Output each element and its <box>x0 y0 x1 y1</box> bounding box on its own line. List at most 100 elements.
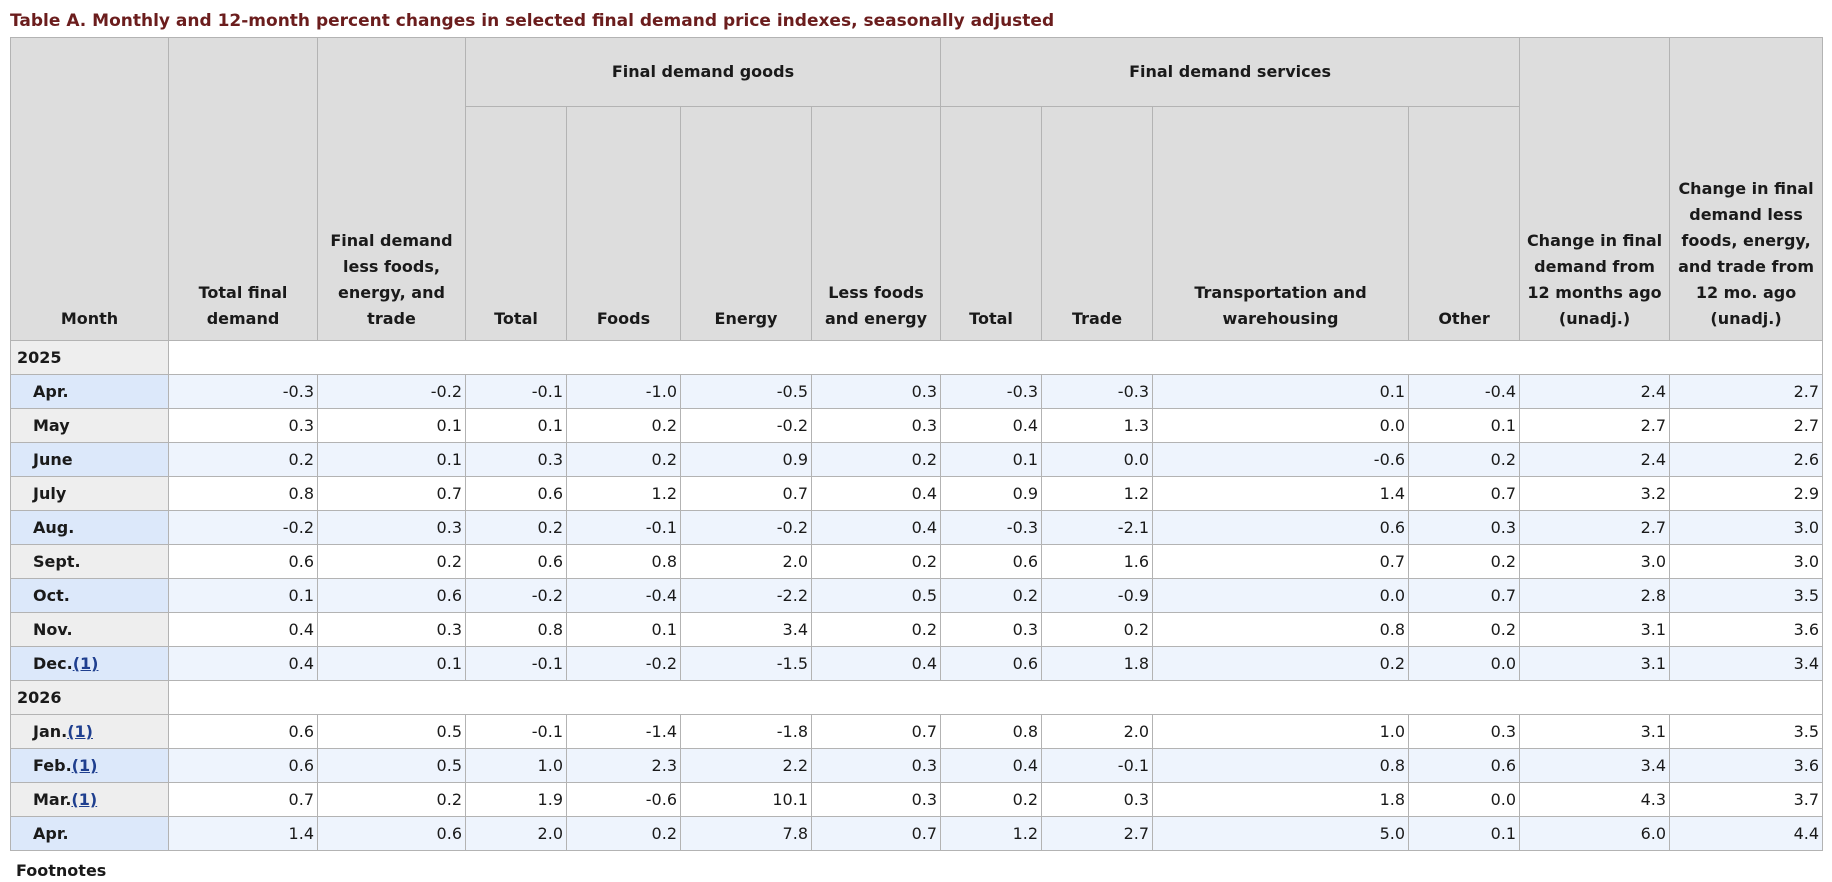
month-label: Aug. <box>33 518 75 537</box>
month-cell: Feb.(1) <box>10 748 169 783</box>
value-cell: 0.0 <box>1408 782 1521 817</box>
year-label: 2026 <box>10 680 169 715</box>
table-row: Oct. 0.1 0.6 -0.2 -0.4 -2.2 0.5 0.2 -0.9 0.0 0.7 2.… <box>10 578 1824 613</box>
value-cell: 0.8 <box>168 476 318 511</box>
value-cell: 0.7 <box>680 476 812 511</box>
header-change-12-months-core: Change in final demand less foods, energ… <box>1669 37 1824 341</box>
year-row: 2025 <box>10 340 1824 375</box>
value-cell: 2.2 <box>680 748 812 783</box>
header-month: Month <box>10 37 169 341</box>
month-label: Sept. <box>33 552 81 571</box>
header-goods-foods: Foods <box>566 106 681 341</box>
value-cell: -0.1 <box>566 510 681 545</box>
value-cell: 3.4 <box>680 612 812 647</box>
value-cell: 0.1 <box>1408 816 1521 851</box>
value-cell: -0.1 <box>1041 748 1154 783</box>
value-cell: 0.0 <box>1152 408 1410 443</box>
month-cell: May <box>10 408 169 443</box>
value-cell: 0.2 <box>1408 612 1521 647</box>
value-cell: 2.0 <box>465 816 567 851</box>
value-cell: -1.5 <box>680 646 812 681</box>
header-total-final-demand: Total final demand <box>168 37 318 341</box>
table-row: Nov. 0.4 0.3 0.8 0.1 3.4 0.2 0.3 0.2 0.8 0.2 3.1 3.6 <box>10 612 1824 647</box>
value-cell: -0.2 <box>680 408 812 443</box>
value-cell: 3.6 <box>1669 612 1824 647</box>
value-cell: -0.2 <box>168 510 318 545</box>
month-label: Oct. <box>33 586 70 605</box>
header-goods-total: Total <box>465 106 567 341</box>
value-cell: 0.1 <box>465 408 567 443</box>
month-label: Dec. <box>33 654 73 673</box>
value-cell: 0.6 <box>317 816 466 851</box>
value-cell: 1.2 <box>566 476 681 511</box>
value-cell: 0.2 <box>810 544 942 579</box>
month-cell: July <box>10 476 169 511</box>
value-cell: 0.7 <box>810 714 942 749</box>
value-cell: 3.2 <box>1519 476 1671 511</box>
year-row-spacer <box>167 340 1824 375</box>
table-row: Mar.(1) 0.7 0.2 1.9 -0.6 10.1 0.3 0.2 0.3 1.8 0.0 4… <box>10 782 1824 817</box>
value-cell: 0.7 <box>168 782 318 817</box>
value-cell: 0.6 <box>1152 510 1410 545</box>
value-cell: 0.2 <box>810 442 942 477</box>
value-cell: 4.4 <box>1669 816 1824 851</box>
value-cell: -0.6 <box>566 782 681 817</box>
table-row: May 0.3 0.1 0.1 0.2 -0.2 0.3 0.4 1.3 0.0 0.1 2.7 2.7 <box>10 408 1824 443</box>
value-cell: -0.3 <box>940 374 1043 409</box>
value-cell: 0.3 <box>810 374 942 409</box>
footnote-link[interactable]: (1) <box>71 756 98 775</box>
value-cell: 7.8 <box>680 816 812 851</box>
value-cell: 0.2 <box>1408 442 1521 477</box>
month-label: June <box>33 450 73 469</box>
value-cell: 0.1 <box>1408 408 1521 443</box>
header-final-demand-less-foods-energy-trade: Final demand less foods, energy, and tra… <box>317 37 466 341</box>
value-cell: 0.1 <box>168 578 318 613</box>
value-cell: 3.4 <box>1669 646 1824 681</box>
value-cell: -0.4 <box>566 578 681 613</box>
value-cell: 0.2 <box>317 782 466 817</box>
footnotes-heading: Footnotes <box>16 861 107 880</box>
value-cell: 2.7 <box>1519 510 1671 545</box>
header-goods-less-foods-energy: Less foods and energy <box>810 106 942 341</box>
value-cell: 0.2 <box>168 442 318 477</box>
value-cell: 0.3 <box>810 782 942 817</box>
table-row: Feb.(1) 0.6 0.5 1.0 2.3 2.2 0.3 0.4 -0.1 0.8 0.6 3.… <box>10 748 1824 783</box>
month-cell: Nov. <box>10 612 169 647</box>
value-cell: -0.2 <box>566 646 681 681</box>
value-cell: 0.1 <box>1152 374 1410 409</box>
value-cell: -0.1 <box>465 646 567 681</box>
table-row: Sept. 0.6 0.2 0.6 0.8 2.0 0.2 0.6 1.6 0.7 0.2 3.0 3.… <box>10 544 1824 579</box>
footnote-link[interactable]: (1) <box>72 654 99 673</box>
month-cell: Mar.(1) <box>10 782 169 817</box>
value-cell: -0.2 <box>317 374 466 409</box>
table-row: Dec.(1) 0.4 0.1 -0.1 -0.2 -1.5 0.4 0.6 1.8 0.2 0.0… <box>10 646 1824 681</box>
value-cell: 0.8 <box>566 544 681 579</box>
value-cell: 2.7 <box>1519 408 1671 443</box>
month-label: Apr. <box>33 824 69 843</box>
value-cell: 3.1 <box>1519 714 1671 749</box>
value-cell: 0.7 <box>317 476 466 511</box>
value-cell: 0.6 <box>940 646 1043 681</box>
value-cell: -0.3 <box>168 374 318 409</box>
value-cell: 0.5 <box>810 578 942 613</box>
value-cell: 0.1 <box>940 442 1043 477</box>
value-cell: 0.5 <box>317 714 466 749</box>
month-cell: June <box>10 442 169 477</box>
value-cell: 2.6 <box>1669 442 1824 477</box>
value-cell: 0.3 <box>1408 714 1521 749</box>
value-cell: 0.2 <box>1152 646 1410 681</box>
value-cell: 0.4 <box>810 476 942 511</box>
value-cell: 0.4 <box>940 408 1043 443</box>
value-cell: 2.7 <box>1669 374 1824 409</box>
value-cell: 0.8 <box>1152 612 1410 647</box>
value-cell: 3.0 <box>1519 544 1671 579</box>
header-services-transportation: Transportation and warehousing <box>1152 106 1410 341</box>
footnote-link[interactable]: (1) <box>71 790 98 809</box>
value-cell: -2.2 <box>680 578 812 613</box>
value-cell: 0.1 <box>317 408 466 443</box>
value-cell: 0.6 <box>168 714 318 749</box>
value-cell: 0.2 <box>566 816 681 851</box>
value-cell: 0.3 <box>1041 782 1154 817</box>
footnote-link[interactable]: (1) <box>67 722 93 741</box>
value-cell: 0.7 <box>1408 476 1521 511</box>
